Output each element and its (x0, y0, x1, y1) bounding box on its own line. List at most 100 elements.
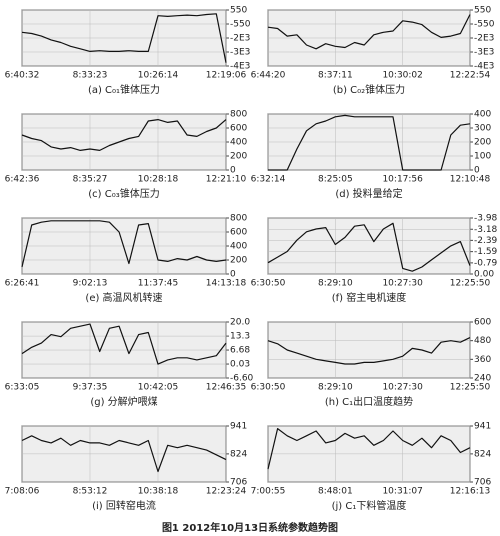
x-tick-label: 8:37:11 (318, 71, 353, 81)
y-tick-label: 824 (230, 449, 247, 459)
x-tick-label: 12:22:54 (450, 71, 491, 81)
series-line (268, 114, 471, 171)
x-tick-label: 10:27:30 (382, 383, 423, 393)
y-tick-label: -3.18 (474, 225, 498, 235)
x-tick-label: 12:25:50 (450, 383, 491, 393)
y-tick-label: -4E3 (474, 62, 494, 72)
y-tick-label: 0 (230, 270, 236, 280)
y-tick-label: 941 (474, 422, 491, 432)
series-line (21, 323, 227, 365)
x-tick-label: 8:29:10 (318, 279, 353, 289)
x-tick-label: 9:02:13 (73, 279, 108, 289)
x-tick-label: 6:30:50 (251, 279, 286, 289)
x-tick-label: 11:37:45 (138, 279, 178, 289)
x-tick-label: 8:29:10 (318, 383, 353, 393)
chart-caption: (g) 分解炉喂煤 (90, 395, 157, 408)
y-tick-label: 200 (230, 152, 247, 162)
x-tick-label: 6:26:41 (5, 279, 40, 289)
x-tick-label: 10:17:56 (382, 175, 423, 185)
x-tick-label: 10:27:30 (382, 279, 423, 289)
chart-caption: (i) 回转窑电流 (92, 499, 156, 512)
y-tick-label: 0 (474, 166, 480, 176)
chart-caption: (a) C₀₁锥体压力 (88, 83, 160, 96)
y-tick-label: 400 (474, 110, 491, 120)
x-tick-label: 6:42:36 (5, 175, 40, 185)
x-tick-label: 8:25:05 (318, 175, 353, 185)
x-tick-label: 6:44:20 (251, 71, 286, 81)
y-tick-label: 360 (474, 355, 491, 365)
series-line (267, 337, 471, 365)
chart-caption: (b) C₀₂锥体压力 (333, 83, 405, 96)
series-line (21, 119, 227, 151)
x-tick-label: 8:33:23 (73, 71, 108, 81)
x-tick-label: 8:53:12 (73, 487, 108, 497)
x-tick-label: 10:38:18 (138, 487, 179, 497)
y-tick-label: -3E3 (230, 48, 250, 58)
figure-title: 图1 2012年10月13日系统参数趋势图 (162, 521, 338, 534)
x-tick-label: 12:46:35 (206, 383, 246, 393)
y-tick-label: -550 (474, 20, 495, 30)
x-tick-label: 10:31:07 (382, 487, 422, 497)
plot-area (267, 217, 471, 275)
y-tick-label: 550 (230, 6, 247, 16)
y-tick-label: 706 (474, 478, 491, 488)
series-line (21, 435, 227, 473)
y-tick-label: 600 (230, 228, 247, 238)
x-tick-label: 10:42:05 (138, 383, 178, 393)
x-tick-label: 7:00:55 (251, 487, 286, 497)
series-line (267, 428, 471, 470)
y-tick-label: 824 (474, 449, 491, 459)
x-tick-label: 8:48:01 (318, 487, 353, 497)
y-tick-label: -2E3 (230, 34, 250, 44)
y-tick-label: 800 (230, 214, 247, 224)
x-tick-label: 6:30:50 (251, 383, 286, 393)
y-tick-label: 550 (474, 6, 491, 16)
y-tick-label: 800 (230, 110, 247, 120)
x-tick-label: 12:25:50 (450, 279, 491, 289)
x-tick-label: 12:23:24 (206, 487, 247, 497)
chart-caption: (f) 窑主电机速度 (332, 291, 407, 304)
x-tick-label: 10:30:02 (382, 71, 422, 81)
plot-area (267, 321, 471, 379)
x-tick-label: 12:16:13 (450, 487, 490, 497)
y-tick-label: 400 (230, 138, 247, 148)
y-tick-label: -4E3 (230, 62, 250, 72)
y-tick-label: 400 (230, 242, 247, 252)
y-tick-label: 6.68 (230, 346, 250, 356)
y-tick-label: 240 (474, 374, 491, 384)
y-tick-label: -3E3 (474, 48, 494, 58)
y-tick-label: 480 (474, 336, 491, 346)
x-tick-label: 8:35:27 (73, 175, 108, 185)
x-tick-label: 14:13:18 (206, 279, 247, 289)
series-line (267, 14, 471, 50)
y-tick-label: 0.03 (230, 360, 250, 370)
x-tick-label: 10:26:14 (138, 71, 179, 81)
y-tick-label: 600 (474, 318, 491, 328)
y-tick-label: 941 (230, 422, 247, 432)
x-tick-label: 12:19:06 (206, 71, 247, 81)
x-tick-label: 12:10:48 (450, 175, 491, 185)
x-tick-label: 9:37:35 (73, 383, 108, 393)
chart-caption: (d) 投料量给定 (335, 187, 402, 200)
y-tick-label: -6.60 (230, 374, 254, 384)
y-tick-label: -3.98 (474, 214, 498, 224)
y-tick-label: 0 (230, 166, 236, 176)
chart-caption: (h) C₁出口温度趋势 (325, 395, 413, 408)
chart-caption: (c) C₀₃锥体压力 (88, 187, 159, 200)
x-tick-label: 6:33:05 (5, 383, 40, 393)
series-line (267, 222, 471, 272)
y-tick-label: -550 (230, 20, 251, 30)
y-tick-label: 100 (474, 152, 491, 162)
y-tick-label: -2.39 (474, 236, 498, 246)
chart-caption: (j) C₁下料管温度 (332, 499, 407, 512)
x-tick-label: 12:21:10 (206, 175, 247, 185)
y-tick-label: 706 (230, 478, 247, 488)
y-tick-label: 13.3 (230, 332, 250, 342)
y-tick-label: 0.00 (474, 270, 494, 280)
x-tick-label: 10:28:18 (138, 175, 179, 185)
y-tick-label: 200 (230, 256, 247, 266)
series-line (21, 13, 227, 63)
series-line (21, 220, 227, 268)
y-tick-label: 300 (474, 124, 491, 134)
